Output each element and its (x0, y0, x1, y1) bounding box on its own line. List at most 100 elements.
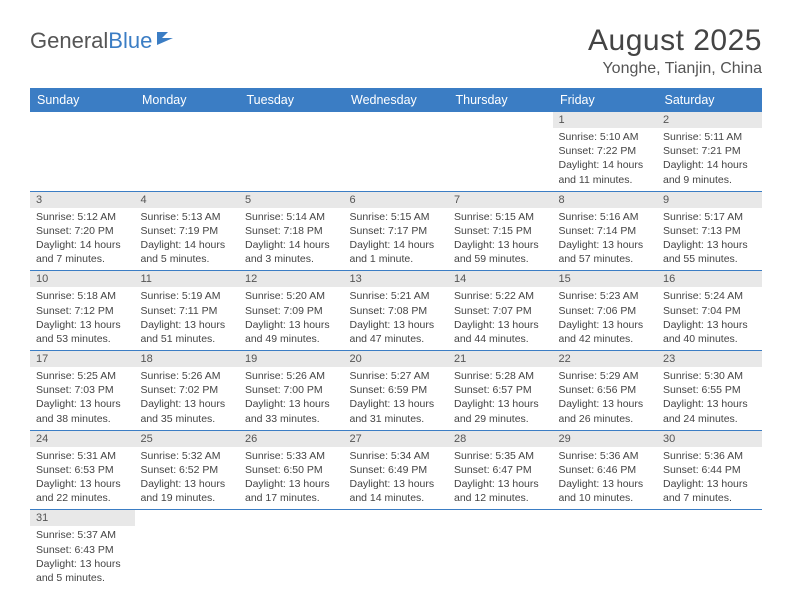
day-header: Friday (553, 88, 658, 112)
calendar-cell: 19Sunrise: 5:26 AMSunset: 7:00 PMDayligh… (239, 351, 344, 431)
calendar-cell (344, 112, 449, 191)
day-content: Sunrise: 5:27 AMSunset: 6:59 PMDaylight:… (344, 367, 449, 430)
daylight-text: Daylight: 13 hours and 53 minutes. (36, 318, 129, 346)
day-content: Sunrise: 5:15 AMSunset: 7:17 PMDaylight:… (344, 208, 449, 271)
sunset-text: Sunset: 7:09 PM (245, 304, 338, 318)
calendar-cell: 5Sunrise: 5:14 AMSunset: 7:18 PMDaylight… (239, 191, 344, 271)
day-number: 28 (448, 431, 553, 447)
day-content: Sunrise: 5:26 AMSunset: 7:02 PMDaylight:… (135, 367, 240, 430)
day-content: Sunrise: 5:19 AMSunset: 7:11 PMDaylight:… (135, 287, 240, 350)
daylight-text: Daylight: 14 hours and 5 minutes. (141, 238, 234, 266)
calendar-cell: 16Sunrise: 5:24 AMSunset: 7:04 PMDayligh… (657, 271, 762, 351)
sunrise-text: Sunrise: 5:14 AM (245, 210, 338, 224)
day-content: Sunrise: 5:14 AMSunset: 7:18 PMDaylight:… (239, 208, 344, 271)
day-content: Sunrise: 5:30 AMSunset: 6:55 PMDaylight:… (657, 367, 762, 430)
calendar-cell (448, 112, 553, 191)
day-number: 26 (239, 431, 344, 447)
sunrise-text: Sunrise: 5:17 AM (663, 210, 756, 224)
day-content: Sunrise: 5:35 AMSunset: 6:47 PMDaylight:… (448, 447, 553, 510)
sunrise-text: Sunrise: 5:13 AM (141, 210, 234, 224)
sunset-text: Sunset: 7:19 PM (141, 224, 234, 238)
daylight-text: Daylight: 13 hours and 17 minutes. (245, 477, 338, 505)
calendar-week-row: 1Sunrise: 5:10 AMSunset: 7:22 PMDaylight… (30, 112, 762, 191)
sunrise-text: Sunrise: 5:29 AM (559, 369, 652, 383)
day-number: 30 (657, 431, 762, 447)
day-content: Sunrise: 5:36 AMSunset: 6:44 PMDaylight:… (657, 447, 762, 510)
day-content: Sunrise: 5:15 AMSunset: 7:15 PMDaylight:… (448, 208, 553, 271)
day-content: Sunrise: 5:10 AMSunset: 7:22 PMDaylight:… (553, 128, 658, 191)
sunrise-text: Sunrise: 5:35 AM (454, 449, 547, 463)
day-content: Sunrise: 5:24 AMSunset: 7:04 PMDaylight:… (657, 287, 762, 350)
calendar-cell: 14Sunrise: 5:22 AMSunset: 7:07 PMDayligh… (448, 271, 553, 351)
sunset-text: Sunset: 7:08 PM (350, 304, 443, 318)
daylight-text: Daylight: 13 hours and 5 minutes. (36, 557, 129, 585)
day-number: 10 (30, 271, 135, 287)
sunset-text: Sunset: 7:18 PM (245, 224, 338, 238)
calendar-cell: 11Sunrise: 5:19 AMSunset: 7:11 PMDayligh… (135, 271, 240, 351)
calendar-cell: 4Sunrise: 5:13 AMSunset: 7:19 PMDaylight… (135, 191, 240, 271)
day-header-row: Sunday Monday Tuesday Wednesday Thursday… (30, 88, 762, 112)
day-number: 2 (657, 112, 762, 128)
sunset-text: Sunset: 6:53 PM (36, 463, 129, 477)
month-title: August 2025 (588, 24, 762, 58)
calendar-week-row: 31Sunrise: 5:37 AMSunset: 6:43 PMDayligh… (30, 510, 762, 589)
sunrise-text: Sunrise: 5:20 AM (245, 289, 338, 303)
sunset-text: Sunset: 6:59 PM (350, 383, 443, 397)
calendar-cell (553, 510, 658, 589)
calendar-cell: 31Sunrise: 5:37 AMSunset: 6:43 PMDayligh… (30, 510, 135, 589)
calendar-cell: 15Sunrise: 5:23 AMSunset: 7:06 PMDayligh… (553, 271, 658, 351)
day-content: Sunrise: 5:13 AMSunset: 7:19 PMDaylight:… (135, 208, 240, 271)
sunset-text: Sunset: 7:02 PM (141, 383, 234, 397)
daylight-text: Daylight: 13 hours and 24 minutes. (663, 397, 756, 425)
daylight-text: Daylight: 13 hours and 22 minutes. (36, 477, 129, 505)
sunrise-text: Sunrise: 5:30 AM (663, 369, 756, 383)
sunrise-text: Sunrise: 5:12 AM (36, 210, 129, 224)
sunrise-text: Sunrise: 5:18 AM (36, 289, 129, 303)
daylight-text: Daylight: 14 hours and 9 minutes. (663, 158, 756, 186)
sunset-text: Sunset: 7:14 PM (559, 224, 652, 238)
calendar-table: Sunday Monday Tuesday Wednesday Thursday… (30, 88, 762, 589)
calendar-week-row: 3 Sunrise: 5:12 AMSunset: 7:20 PM Daylight… (30, 191, 762, 271)
sunrise-text: Sunrise: 5:10 AM (559, 130, 652, 144)
sunrise-text: Sunrise: 5:25 AM (36, 369, 129, 383)
calendar-cell: 7Sunrise: 5:15 AMSunset: 7:15 PMDaylight… (448, 191, 553, 271)
sunset-text: Sunset: 6:52 PM (141, 463, 234, 477)
calendar-cell: 17Sunrise: 5:25 AMSunset: 7:03 PMDayligh… (30, 351, 135, 431)
sunset-text: Sunset: 7:20 PM (36, 224, 129, 238)
daylight-text: Daylight: 13 hours and 29 minutes. (454, 397, 547, 425)
calendar-cell: 22Sunrise: 5:29 AMSunset: 6:56 PMDayligh… (553, 351, 658, 431)
daylight-text: Daylight: 13 hours and 57 minutes. (559, 238, 652, 266)
sunset-text: Sunset: 6:46 PM (559, 463, 652, 477)
sunrise-text: Sunrise: 5:26 AM (141, 369, 234, 383)
day-number: 3 (30, 192, 135, 208)
day-content: Sunrise: 5:29 AMSunset: 6:56 PMDaylight:… (553, 367, 658, 430)
sunrise-text: Sunrise: 5:32 AM (141, 449, 234, 463)
daylight-text: Daylight: 13 hours and 35 minutes. (141, 397, 234, 425)
daylight-text: Daylight: 13 hours and 38 minutes. (36, 397, 129, 425)
calendar-cell: 28Sunrise: 5:35 AMSunset: 6:47 PMDayligh… (448, 430, 553, 510)
calendar-cell: 3Sunrise: 5:12 AMSunset: 7:20 PMDaylight… (30, 191, 135, 271)
calendar-cell: 13Sunrise: 5:21 AMSunset: 7:08 PMDayligh… (344, 271, 449, 351)
calendar-cell (448, 510, 553, 589)
calendar-cell: 9Sunrise: 5:17 AMSunset: 7:13 PMDaylight… (657, 191, 762, 271)
calendar-cell: 24Sunrise: 5:31 AMSunset: 6:53 PMDayligh… (30, 430, 135, 510)
calendar-cell: 23Sunrise: 5:30 AMSunset: 6:55 PMDayligh… (657, 351, 762, 431)
day-number: 27 (344, 431, 449, 447)
calendar-cell (30, 112, 135, 191)
day-content: Sunrise: 5:31 AMSunset: 6:53 PMDaylight:… (30, 447, 135, 510)
sunrise-text: Sunrise: 5:15 AM (350, 210, 443, 224)
sunrise-text: Sunrise: 5:16 AM (559, 210, 652, 224)
day-number: 6 (344, 192, 449, 208)
day-header: Wednesday (344, 88, 449, 112)
calendar-cell: 18Sunrise: 5:26 AMSunset: 7:02 PMDayligh… (135, 351, 240, 431)
sunrise-text: Sunrise: 5:22 AM (454, 289, 547, 303)
logo: GeneralBlue (30, 28, 182, 54)
day-header: Sunday (30, 88, 135, 112)
day-content: Sunrise: 5:20 AMSunset: 7:09 PMDaylight:… (239, 287, 344, 350)
calendar-page: GeneralBlue August 2025 Yonghe, Tianjin,… (0, 0, 792, 589)
daylight-text: Daylight: 14 hours and 11 minutes. (559, 158, 652, 186)
day-number: 18 (135, 351, 240, 367)
daylight-text: Daylight: 13 hours and 47 minutes. (350, 318, 443, 346)
sunset-text: Sunset: 7:21 PM (663, 144, 756, 158)
sunset-text: Sunset: 6:49 PM (350, 463, 443, 477)
